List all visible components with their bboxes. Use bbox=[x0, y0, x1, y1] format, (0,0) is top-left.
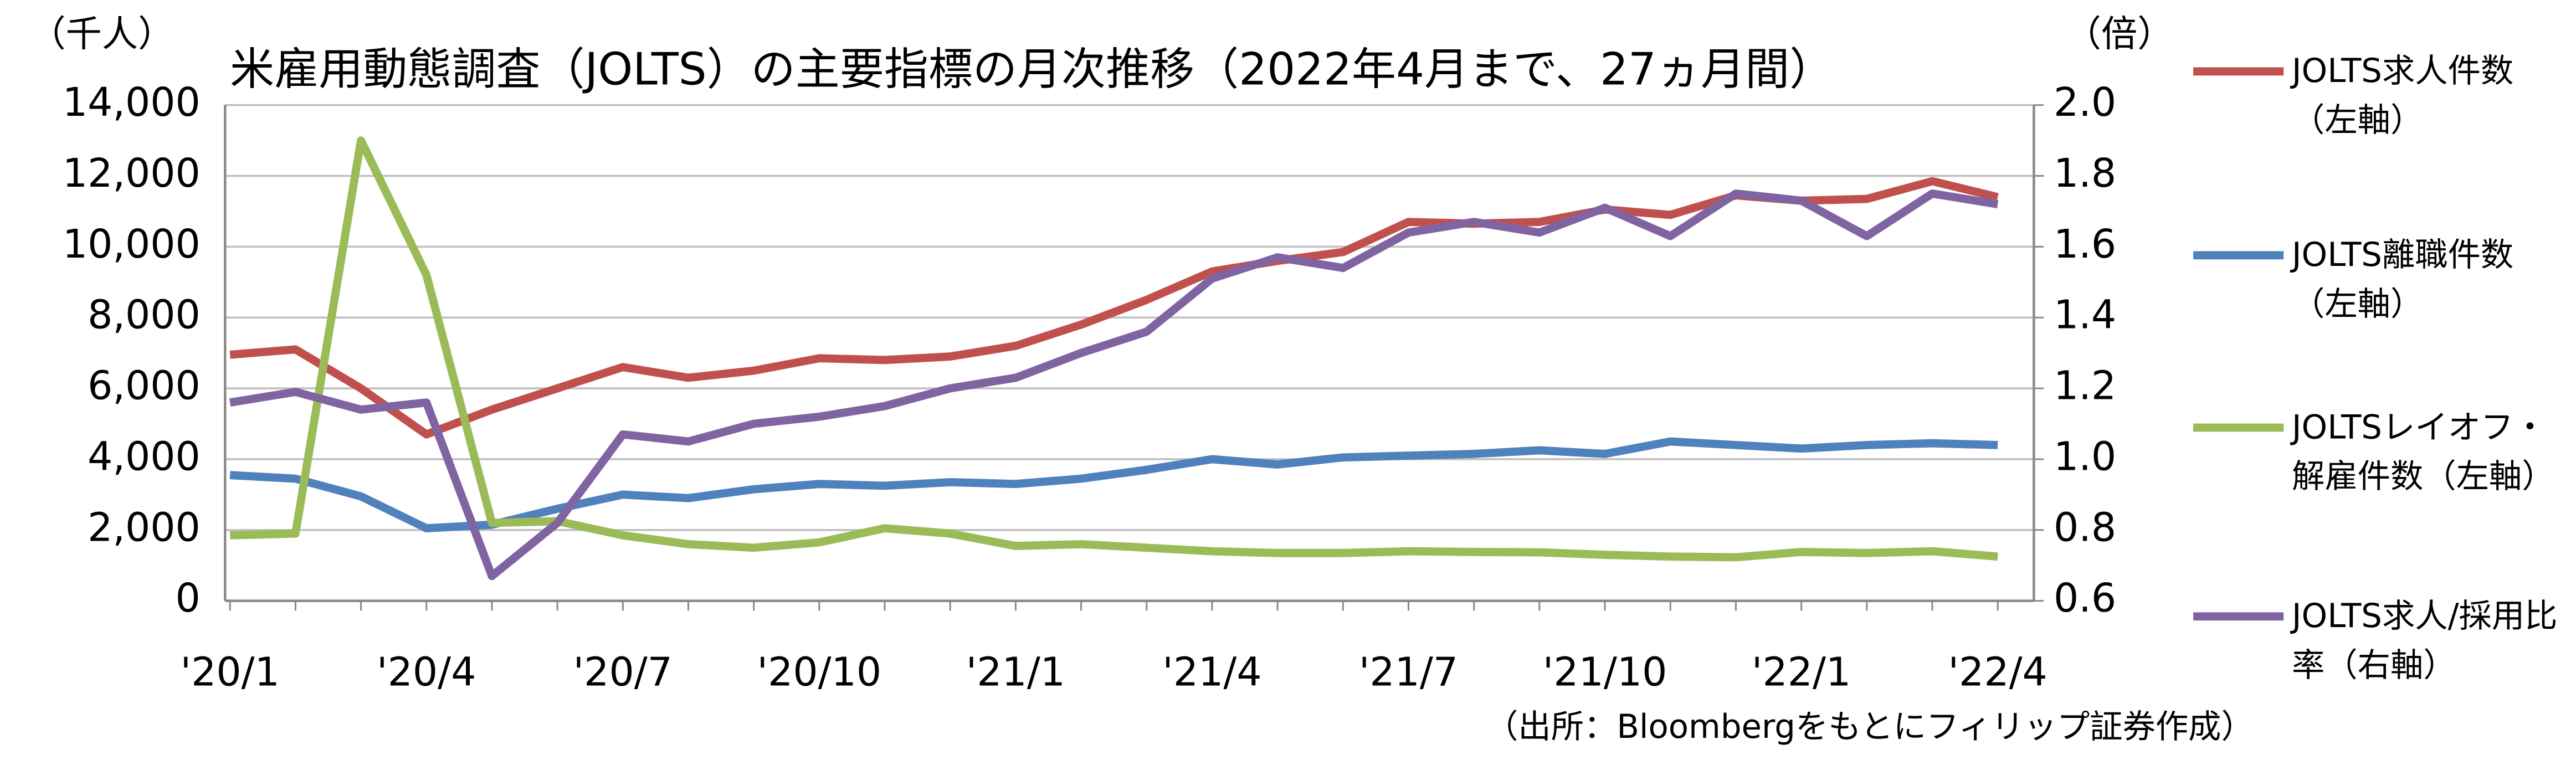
y-tick-label: 10,000 bbox=[63, 221, 201, 267]
y2-tick-label: 0.8 bbox=[2054, 504, 2116, 550]
x-tick-label: '20/1 bbox=[181, 649, 280, 695]
series-line bbox=[229, 177, 1999, 439]
y2-tick-label: 2.0 bbox=[2054, 79, 2116, 125]
legend-label: JOLTS求人/採用比率（右軸） bbox=[2292, 595, 2558, 685]
x-tick-label: '21/10 bbox=[1543, 649, 1667, 695]
y2-axis-label: （倍） bbox=[2065, 13, 2174, 55]
legend-swatch bbox=[2193, 612, 2284, 621]
y-tick-label: 6,000 bbox=[88, 363, 201, 409]
y2-tick-label: 0.6 bbox=[2054, 575, 2116, 621]
y-tick-label: 12,000 bbox=[63, 150, 201, 196]
x-tick-label: '20/10 bbox=[757, 649, 882, 695]
source-note: （出所：Bloombergをもとにフィリップ証券作成） bbox=[1485, 707, 2254, 746]
x-tick-label: '20/4 bbox=[377, 649, 476, 695]
y-axis-label: （千人） bbox=[29, 13, 174, 55]
x-tick-label: '22/4 bbox=[1948, 649, 2047, 695]
y2-tick-label: 1.2 bbox=[2054, 363, 2116, 409]
x-tick-label: '21/4 bbox=[1162, 649, 1261, 695]
y-tick-label: 2,000 bbox=[88, 504, 201, 550]
x-tick-label: '21/1 bbox=[966, 649, 1065, 695]
x-tick-label: '21/7 bbox=[1359, 649, 1458, 695]
series-line bbox=[229, 437, 1998, 533]
y-tick-label: 14,000 bbox=[63, 79, 201, 125]
y2-tick-label: 1.4 bbox=[2054, 292, 2116, 338]
y2-tick-label: 1.6 bbox=[2054, 221, 2116, 267]
chart-title: 米雇用動態調査（JOLTS）の主要指標の月次推移（2022年4月まで、27ヵ月間… bbox=[230, 43, 1834, 95]
y-tick-label: 0 bbox=[176, 575, 201, 621]
y2-tick-label: 1.0 bbox=[2054, 433, 2116, 479]
x-tick-label: '22/1 bbox=[1752, 649, 1851, 695]
legend-swatch bbox=[2193, 251, 2284, 260]
legend-swatch bbox=[2193, 423, 2284, 432]
series-line bbox=[229, 136, 1998, 562]
y-tick-label: 4,000 bbox=[88, 433, 201, 479]
x-tick-label: '20/7 bbox=[573, 649, 673, 695]
legend-label: JOLTS離職件数（左軸） bbox=[2292, 234, 2514, 324]
legend-label: JOLTS求人件数（左軸） bbox=[2292, 50, 2514, 140]
series-line bbox=[229, 189, 1999, 581]
legend-label: JOLTSレイオフ・解雇件数（左軸） bbox=[2292, 407, 2555, 496]
y-tick-label: 8,000 bbox=[88, 292, 201, 338]
y2-tick-label: 1.8 bbox=[2054, 150, 2116, 196]
legend-swatch bbox=[2193, 67, 2284, 76]
